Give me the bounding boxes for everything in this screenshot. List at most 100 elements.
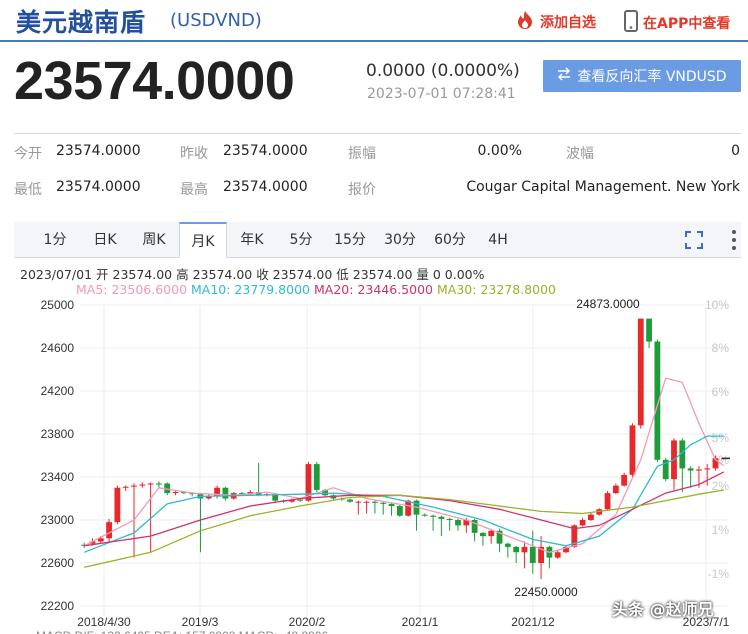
tab-30min[interactable]: 30分 <box>384 232 416 248</box>
candle-body <box>588 514 594 520</box>
x-tick-label: 2019/3 <box>182 615 219 629</box>
ma20-value: MA20: 23446.5000 <box>314 282 433 297</box>
candle-body <box>704 468 711 470</box>
candle-body <box>405 500 412 516</box>
volatility-label: 波幅 <box>566 146 594 162</box>
candle-body <box>637 318 644 426</box>
quote-time: 2023-07-01 07:28:41 <box>367 86 516 102</box>
amplitude-label: 振幅 <box>348 146 376 162</box>
candle-body <box>272 494 279 501</box>
open-label: 今开 <box>14 146 42 162</box>
ma5-value: MA5: 23506.6000 <box>76 282 188 297</box>
y-tick-label: 23800 <box>41 427 75 441</box>
ma20-line <box>84 471 725 547</box>
candle-body <box>205 496 212 499</box>
reverse-rate-button[interactable]: 查看反向汇率 VNDUSD <box>543 60 741 92</box>
add-favorite-button[interactable]: 添加自选 <box>514 10 596 34</box>
tab-monthly[interactable]: 月K <box>179 222 227 258</box>
tab-60min[interactable]: 60分 <box>434 232 466 248</box>
x-tick-label: 2021/1 <box>402 615 439 629</box>
candle-body <box>164 483 171 494</box>
tab-yearly[interactable]: 年K <box>240 232 264 248</box>
candle-body <box>455 520 461 526</box>
y-tick-label: 23000 <box>41 513 75 527</box>
x-tick-label: 2020/2 <box>289 615 326 629</box>
more-options-icon[interactable] <box>730 228 738 256</box>
candle-body <box>106 522 112 539</box>
candle-body <box>696 469 702 471</box>
currency-pair-code: (USDVND) <box>170 10 262 31</box>
ohlc-summary: 2023/07/01 开 23574.00 高 23574.00 收 23574… <box>20 267 485 282</box>
candle-body <box>712 458 719 469</box>
prev-close-value: 23574.0000 <box>223 143 308 159</box>
fullscreen-icon[interactable] <box>684 230 704 254</box>
add-favorite-label: 添加自选 <box>540 15 596 31</box>
candle-body <box>255 492 262 496</box>
tab-5min[interactable]: 5分 <box>289 232 313 248</box>
candle-body <box>313 464 320 490</box>
y-tick-label: 22200 <box>41 599 75 613</box>
candle-body <box>347 499 353 502</box>
candle-body <box>513 546 520 553</box>
tab-weekly[interactable]: 周K <box>142 232 166 248</box>
ma10-line <box>83 435 724 553</box>
candle-body <box>563 546 569 553</box>
ma30-value: MA30: 23278.8000 <box>437 282 556 297</box>
x-tick-label: 2021/12 <box>511 615 555 629</box>
tab-1min[interactable]: 1分 <box>43 232 67 248</box>
page-header: 美元越南盾 (USDVND) 添加自选 在APP中查看 <box>0 0 748 42</box>
candle-body <box>504 543 511 547</box>
view-in-app-label: 在APP中查看 <box>643 16 731 32</box>
candle-body <box>571 525 578 547</box>
candle-body <box>646 318 652 342</box>
y-tick-label: 23400 <box>41 470 75 484</box>
y-pct-tick-label: 1% <box>712 523 730 537</box>
y-tick-label: 24200 <box>41 384 75 398</box>
price-change: 0.0000 (0.0000%) <box>366 61 520 81</box>
tab-daily[interactable]: 日K <box>93 232 117 248</box>
x-tick-label: 2023/7/1 <box>683 615 730 629</box>
candle-body <box>554 552 561 558</box>
candle-body <box>612 485 619 494</box>
candle-body <box>180 492 187 494</box>
candle-body <box>579 520 586 526</box>
reverse-rate-label: 查看反向汇率 VNDUSD <box>577 69 727 85</box>
candle-body <box>97 538 104 542</box>
candlestick-chart[interactable]: 25000 24600 24200 23800 23400 23000 22600 22200… <box>0 292 748 634</box>
ma5-line <box>83 377 725 553</box>
high-value: 23574.0000 <box>223 179 308 195</box>
candle-body <box>471 520 478 533</box>
candle-body <box>463 520 470 526</box>
page-title: 美元越南盾 <box>16 8 147 37</box>
ma30-line <box>84 489 724 568</box>
candle-body <box>521 546 528 553</box>
candle-body <box>430 515 436 517</box>
candle-body <box>139 484 146 486</box>
candle-body <box>496 530 503 544</box>
volatility-value: 0 <box>731 143 740 159</box>
candle-body <box>621 474 628 486</box>
y-pct-tick-label: -1% <box>708 567 730 581</box>
view-in-app-button[interactable]: 在APP中查看 <box>624 10 730 36</box>
candle-body <box>222 487 229 499</box>
candle-body <box>662 459 669 480</box>
tab-4h[interactable]: 4H <box>488 232 508 248</box>
tab-15min[interactable]: 15分 <box>334 232 366 248</box>
phone-icon <box>624 10 638 36</box>
current-price: 23574.0000 <box>14 51 295 111</box>
y-tick-label: 25000 <box>41 298 75 312</box>
x-tick-label: 2018/4/30 <box>77 615 131 629</box>
candle-body <box>629 425 636 475</box>
quote-source-label: 报价 <box>348 182 376 198</box>
y-pct-tick-label: 5% <box>712 431 730 445</box>
y-tick-label: 22600 <box>41 556 75 570</box>
candle-body <box>687 468 694 471</box>
quote-source-value: Cougar Capital Management. New York <box>466 179 740 195</box>
y-pct-tick-label: 6% <box>712 385 730 399</box>
candle-body <box>214 487 220 497</box>
candle-body <box>147 483 154 485</box>
candle-body <box>355 501 362 503</box>
candle-body <box>156 483 162 485</box>
y-pct-tick-label: 8% <box>712 341 730 355</box>
low-annotation: 22450.0000 <box>514 585 578 599</box>
